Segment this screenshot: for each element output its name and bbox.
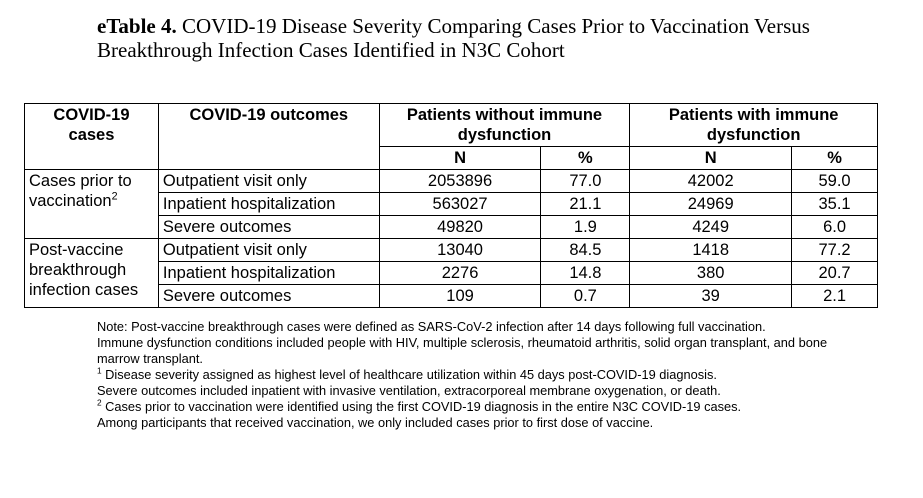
table-title-label: eTable 4. — [97, 14, 177, 38]
pct-with-cell: 35.1 — [791, 192, 878, 216]
outcome-cell: Outpatient visit only — [157, 238, 380, 262]
header-row-sub: N % N % — [25, 146, 878, 170]
header-n-with: N — [629, 146, 793, 170]
footnote-1-mark: 1 — [97, 365, 102, 376]
n-without-cell: 2053896 — [378, 169, 542, 193]
outcome-cell: Outpatient visit only — [157, 169, 380, 193]
table-title-text: COVID-19 Disease Severity Comparing Case… — [97, 14, 810, 62]
n-with-cell: 39 — [629, 284, 793, 308]
header-outcomes: COVID-19 outcomes — [157, 103, 380, 170]
n-with-cell: 4249 — [629, 215, 793, 239]
pct-with-cell: 6.0 — [791, 215, 878, 239]
outcome-cell: Inpatient hospitalization — [157, 261, 380, 285]
footnote-2: 2 Cases prior to vaccination were identi… — [97, 399, 867, 415]
header-pct-without: % — [540, 146, 631, 170]
pct-with-cell: 20.7 — [791, 261, 878, 285]
table-row: Severe outcomes 109 0.7 39 2.1 — [25, 284, 878, 308]
table-row: Severe outcomes 49820 1.9 4249 6.0 — [25, 215, 878, 239]
pct-without-cell: 14.8 — [540, 261, 631, 285]
note-severe-outcomes: Severe outcomes included inpatient with … — [97, 383, 721, 398]
pct-with-cell: 2.1 — [791, 284, 878, 308]
n-with-cell: 24969 — [629, 192, 793, 216]
footnote-mark: 2 — [111, 190, 118, 203]
group-label-post: Post-vaccine breakthrough infection case… — [24, 238, 159, 308]
results-table: COVID-19 cases COVID-19 outcomes Patient… — [24, 103, 878, 308]
header-group-with: Patients with immune dysfunction — [629, 103, 878, 147]
header-group-without: Patients without immune dysfunction — [378, 103, 631, 147]
n-without-cell: 563027 — [378, 192, 542, 216]
footnote-2-text: Cases prior to vaccination were identifi… — [101, 399, 742, 414]
footnote-2-mark: 2 — [97, 397, 102, 408]
table-body: Cases prior to vaccination2 Outpatient v… — [24, 169, 878, 308]
n-with-cell: 42002 — [629, 169, 793, 193]
pct-without-cell: 0.7 — [540, 284, 631, 308]
table-header: COVID-19 cases COVID-19 outcomes Patient… — [24, 103, 878, 170]
outcome-cell: Inpatient hospitalization — [157, 192, 380, 216]
header-pct-with: % — [791, 146, 878, 170]
n-with-cell: 380 — [629, 261, 793, 285]
table-row: Inpatient hospitalization 563027 21.1 24… — [25, 192, 878, 216]
note-breakthrough: Note: Post-vaccine breakthrough cases we… — [97, 319, 766, 334]
header-n-without: N — [378, 146, 542, 170]
footnote-1: 1 Disease severity assigned as highest l… — [97, 367, 867, 383]
note-immune-dysfunction: Immune dysfunction conditions included p… — [97, 335, 828, 366]
header-cases: COVID-19 cases — [24, 103, 159, 170]
pct-without-cell: 84.5 — [540, 238, 631, 262]
pct-without-cell: 1.9 — [540, 215, 631, 239]
group-label-prior-text: Cases prior to vaccination — [29, 172, 132, 210]
pct-without-cell: 21.1 — [540, 192, 631, 216]
table-row: Inpatient hospitalization 2276 14.8 380 … — [25, 261, 878, 285]
n-with-cell: 1418 — [629, 238, 793, 262]
pct-with-cell: 77.2 — [791, 238, 878, 262]
table-row: Post-vaccine breakthrough infection case… — [24, 238, 878, 308]
n-without-cell: 13040 — [378, 238, 542, 262]
table-row: Cases prior to vaccination2 Outpatient v… — [24, 169, 878, 239]
outcome-cell: Severe outcomes — [157, 284, 380, 308]
table-title: eTable 4. COVID-19 Disease Severity Comp… — [97, 14, 897, 62]
footnote-1-text: Disease severity assigned as highest lev… — [101, 367, 717, 382]
n-without-cell: 49820 — [378, 215, 542, 239]
n-without-cell: 2276 — [378, 261, 542, 285]
n-without-cell: 109 — [378, 284, 542, 308]
pct-with-cell: 59.0 — [791, 169, 878, 193]
outcome-cell: Severe outcomes — [157, 215, 380, 239]
table-notes: Note: Post-vaccine breakthrough cases we… — [97, 319, 867, 431]
header-row-top: COVID-19 cases COVID-19 outcomes Patient… — [24, 103, 878, 170]
pct-without-cell: 77.0 — [540, 169, 631, 193]
note-vaccination: Among participants that received vaccina… — [97, 415, 654, 430]
group-label-prior: Cases prior to vaccination2 — [24, 169, 159, 239]
